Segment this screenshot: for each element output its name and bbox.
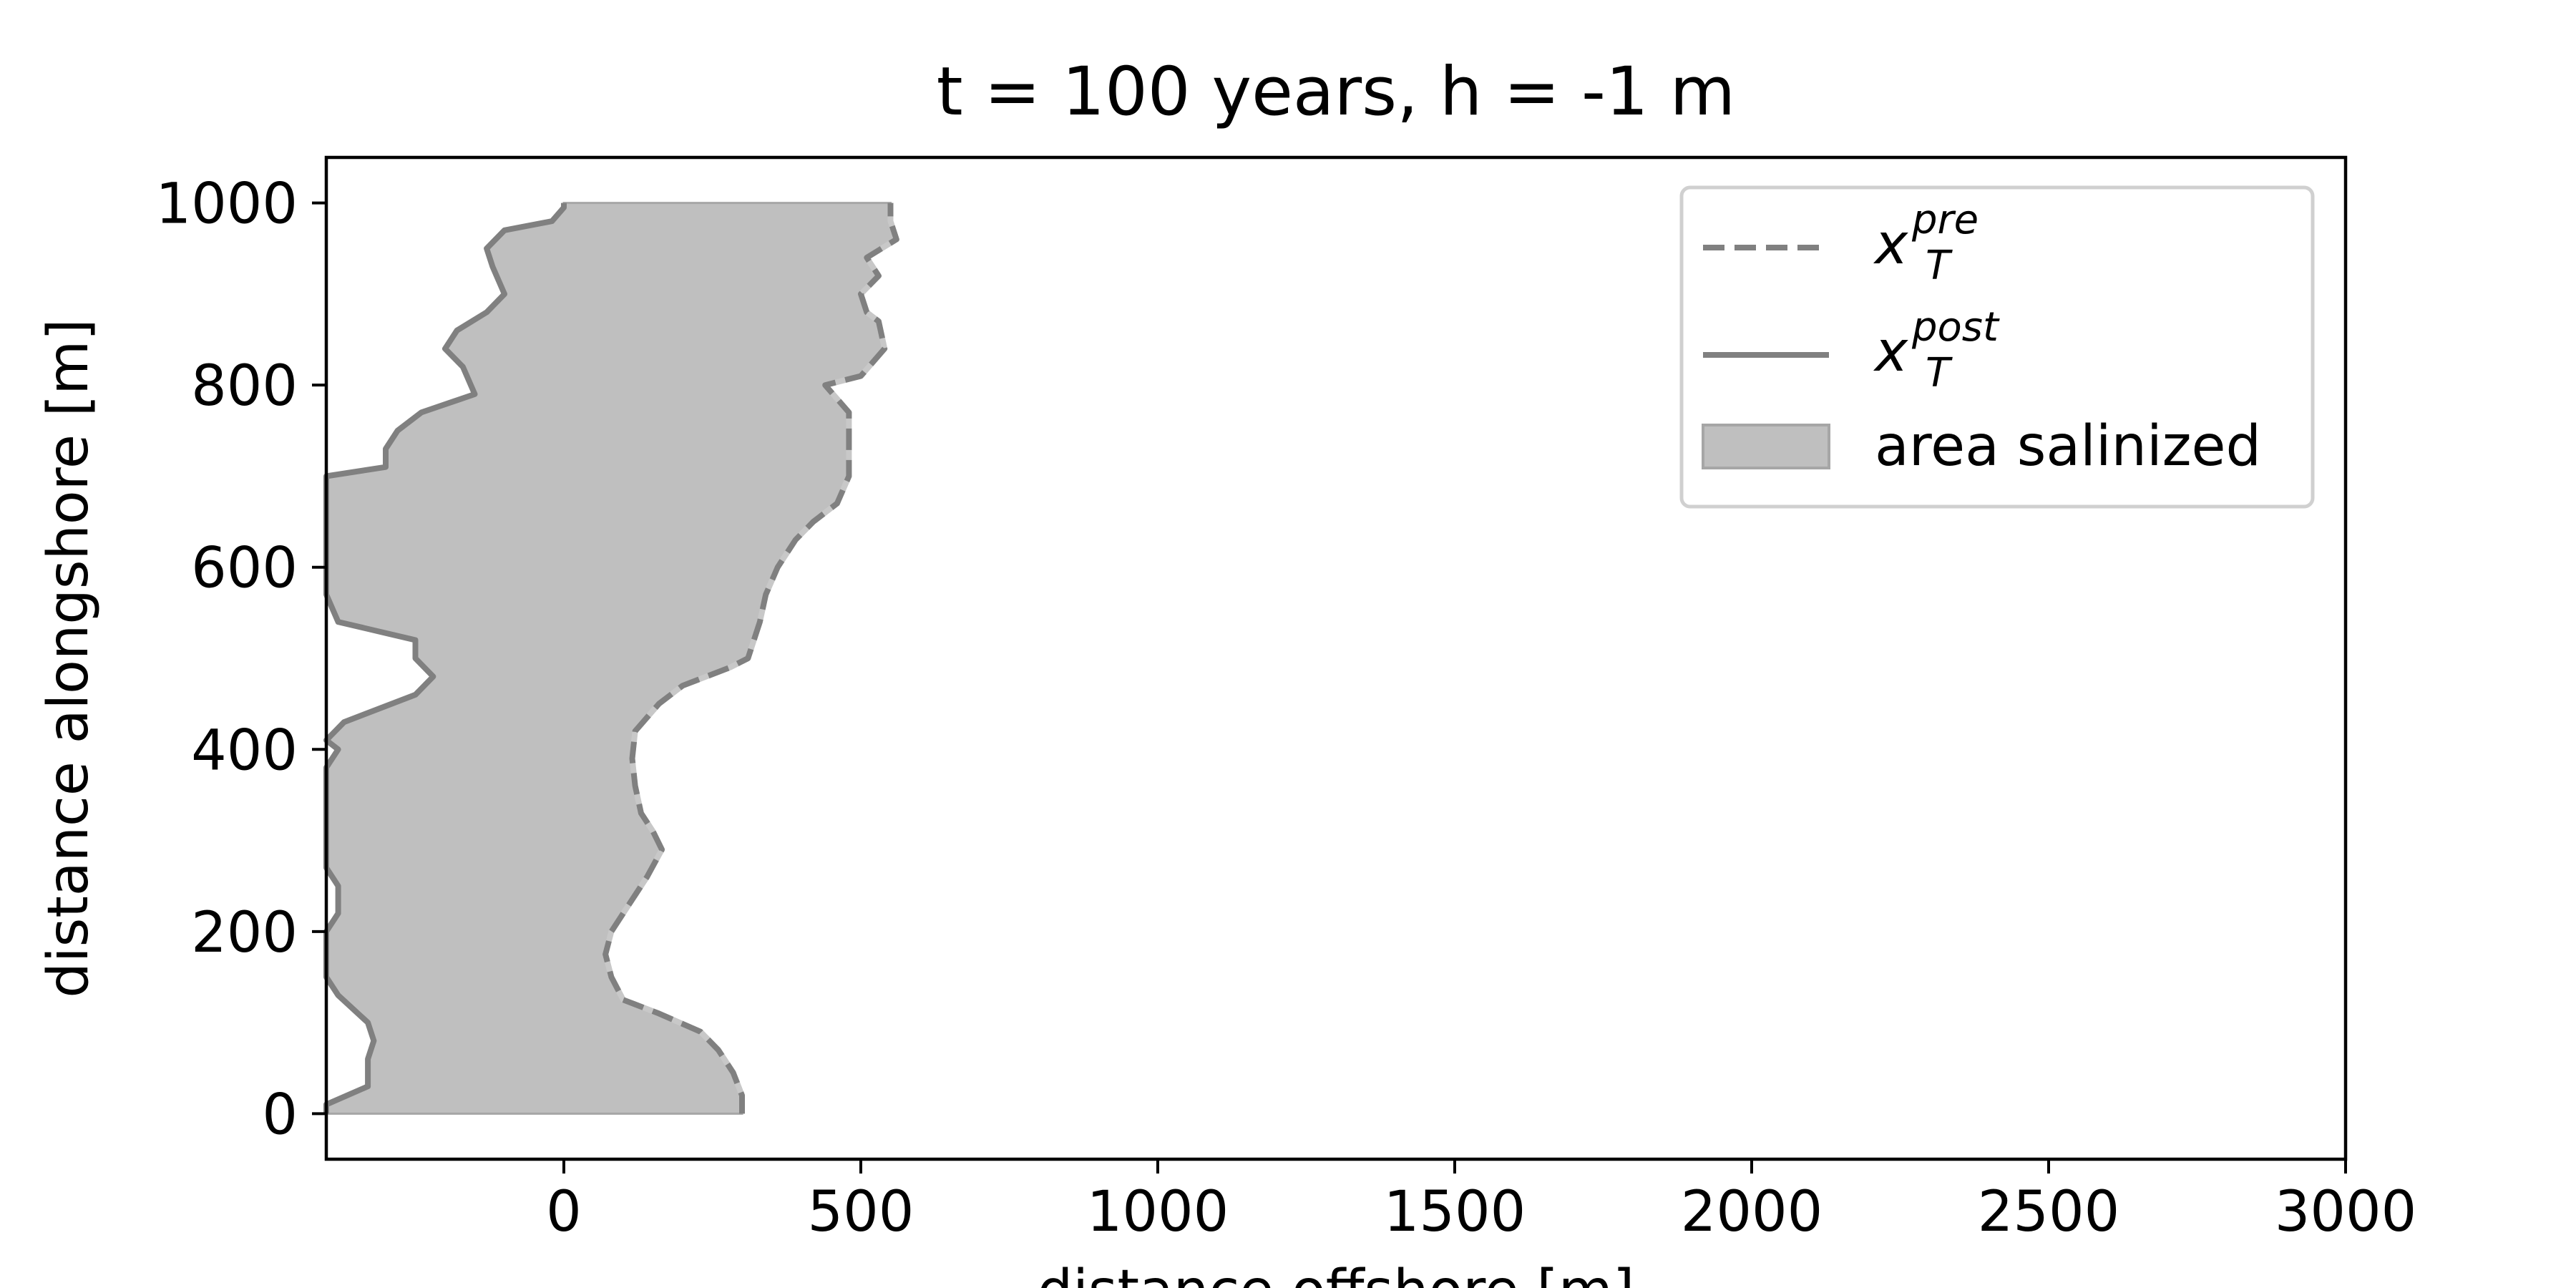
- legend-pre-base: x: [1873, 213, 1908, 277]
- y-tick-label: 600: [191, 537, 298, 601]
- x-tick-label: 1500: [1384, 1180, 1526, 1244]
- legend-frame: [1679, 185, 2315, 509]
- x-tick-label: 500: [808, 1180, 914, 1244]
- legend-item-pre: x T pre: [1703, 197, 1979, 293]
- axes-frame: [324, 155, 2348, 1161]
- legend-label-area: area salinized: [1875, 414, 2261, 479]
- x-axis-label: distance offshore [m]: [1038, 1259, 1635, 1288]
- legend-pre-sup: pre: [1911, 197, 1979, 243]
- legend-post-sub: T: [1926, 350, 1953, 396]
- y-tick-label: 400: [191, 718, 298, 783]
- legend-post-sup: post: [1911, 304, 2000, 351]
- y-axis-label: distance alongshore [m]: [36, 318, 101, 997]
- x-tick-label: 2500: [1978, 1180, 2120, 1244]
- y-tick-label: 0: [262, 1083, 298, 1147]
- x-axis-ticks: 0 500 1000 1500 2000 2500 3000: [546, 1159, 2416, 1244]
- legend-fill-patch: [1702, 424, 1830, 469]
- chart-title: t = 100 years, h = -1 m: [937, 53, 1735, 131]
- legend-item-area: area salinized: [1702, 414, 2261, 479]
- series-line-pre: [602, 203, 899, 1114]
- legend-label-pre: x T pre: [1873, 197, 1979, 293]
- y-tick-label: 200: [191, 901, 298, 965]
- y-tick-label: 800: [191, 354, 298, 419]
- x-tick-label: 1000: [1087, 1180, 1229, 1244]
- legend-pre-sub: T: [1926, 243, 1953, 289]
- y-tick-label: 1000: [155, 172, 298, 237]
- legend-item-post: x T post: [1703, 304, 2000, 400]
- legend: x T pre x T post area salinized: [1679, 185, 2315, 509]
- x-tick-label: 3000: [2275, 1180, 2417, 1244]
- x-tick-label: 0: [546, 1180, 582, 1244]
- y-axis-ticks: 0 200 400 600 800 1000: [155, 172, 326, 1147]
- legend-post-base: x: [1873, 320, 1908, 384]
- legend-label-post: x T post: [1873, 304, 2000, 400]
- x-tick-label: 2000: [1681, 1180, 1823, 1244]
